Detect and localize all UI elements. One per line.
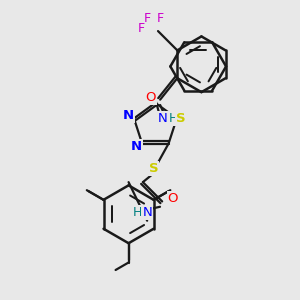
Text: N: N: [131, 140, 142, 153]
Text: H: H: [168, 112, 178, 125]
Text: O: O: [145, 91, 156, 104]
Text: N: N: [158, 112, 167, 125]
Text: N: N: [142, 206, 152, 219]
Text: S: S: [149, 162, 158, 175]
Text: H: H: [133, 206, 142, 219]
Text: N: N: [123, 109, 134, 122]
Text: F: F: [157, 12, 164, 25]
Text: O: O: [168, 192, 178, 205]
Text: S: S: [176, 112, 186, 125]
Text: F: F: [144, 12, 151, 25]
Text: F: F: [137, 22, 144, 35]
